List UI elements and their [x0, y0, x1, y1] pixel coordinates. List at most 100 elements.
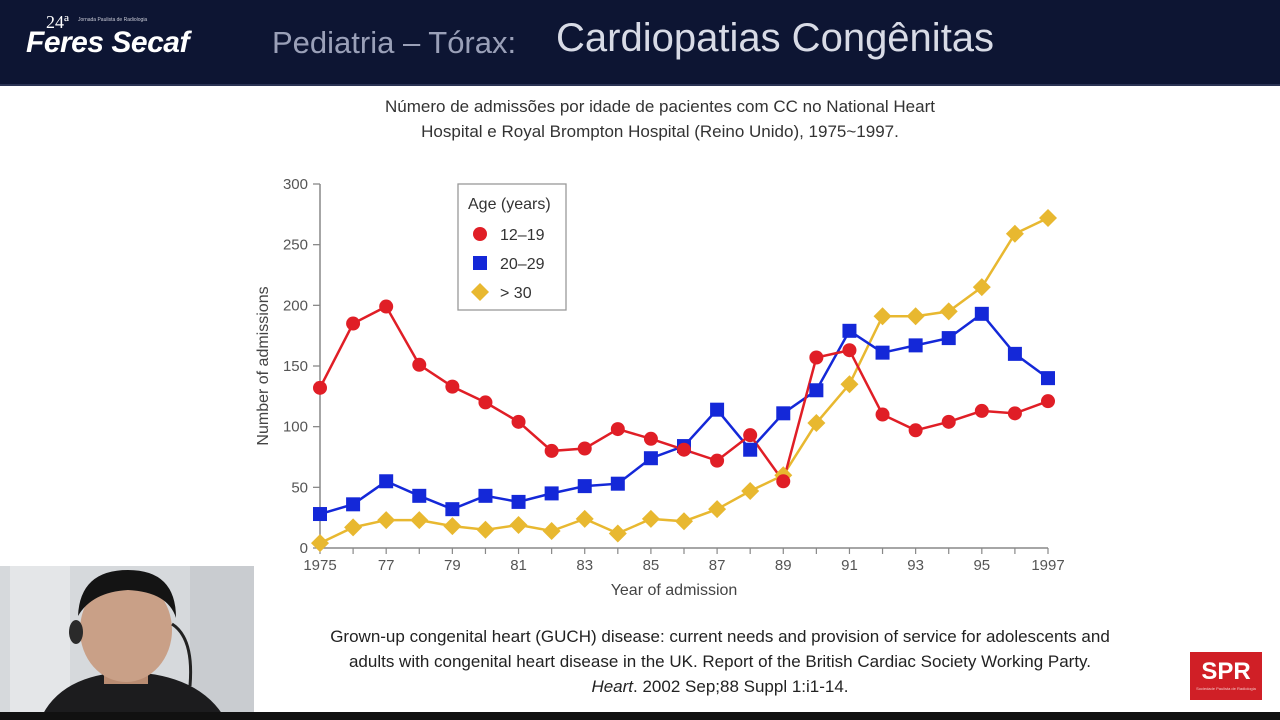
y-axis-title: Number of admissions [255, 286, 272, 445]
data-point [974, 403, 989, 418]
data-point [906, 307, 925, 326]
data-point [377, 511, 396, 530]
data-point [776, 474, 791, 489]
x-tick-label: 1997 [1031, 557, 1064, 574]
bottom-bar [0, 712, 1280, 720]
presenter-webcam [0, 566, 254, 720]
data-point [1041, 371, 1055, 386]
series-line [319, 312, 1049, 516]
data-point [577, 441, 592, 456]
data-point [445, 379, 460, 394]
x-tick-label: 95 [973, 557, 990, 574]
data-point [875, 407, 890, 422]
citation-line-1: Grown-up congenital heart (GUCH) disease… [330, 627, 1110, 646]
data-point [1041, 394, 1055, 409]
data-point [807, 414, 826, 433]
legend-marker [473, 227, 487, 241]
y-tick-label: 100 [283, 419, 308, 436]
admissions-line-chart: 0 50 100 150 200 250 300 1975 77 79 81 83 85 87 89 91 93… [255, 176, 1065, 599]
spr-logo-text: SPR [1201, 658, 1251, 685]
logo-name: Feres Secaf [26, 26, 189, 59]
y-tick-label: 250 [283, 237, 308, 254]
data-point [743, 428, 758, 443]
data-point [313, 507, 327, 522]
x-tick-label: 85 [643, 557, 660, 574]
x-tick-label: 81 [510, 557, 527, 574]
data-point [776, 406, 791, 421]
data-point [311, 534, 329, 553]
y-tick-label: 300 [283, 176, 308, 193]
data-point [410, 511, 429, 530]
data-point [809, 350, 824, 365]
x-tick-label: 79 [444, 557, 461, 574]
chart-caption: Número de admissões por idade de pacient… [300, 94, 1020, 144]
data-point [710, 453, 725, 468]
data-point [675, 512, 693, 531]
logo-subtitle: Jornada Paulista de Radiologia [78, 17, 148, 23]
x-tick-label: 77 [378, 557, 395, 574]
legend-marker [471, 283, 489, 301]
data-point [443, 517, 462, 536]
legend-marker [473, 256, 487, 270]
data-point [379, 474, 394, 489]
data-point [1005, 224, 1024, 243]
data-point [974, 306, 989, 321]
presenter-video-image [0, 566, 254, 720]
legend-box [457, 183, 567, 311]
data-point [908, 338, 923, 353]
data-point [840, 375, 859, 394]
spr-logo: SPR Sociedade Paulista de Radiologia [1190, 652, 1262, 700]
data-point [445, 502, 460, 517]
data-point [842, 343, 857, 358]
y-tick-label: 200 [283, 297, 308, 314]
data-point [544, 443, 559, 458]
logo-edition: 24ª [46, 12, 69, 32]
data-point [743, 442, 758, 457]
data-point [643, 431, 658, 446]
data-point [1007, 346, 1022, 361]
data-point [509, 515, 528, 534]
data-point [908, 423, 923, 438]
data-point [610, 422, 625, 437]
data-point [346, 316, 361, 331]
data-point [1039, 208, 1057, 227]
slide-title: Cardiopatias Congênitas [556, 16, 995, 60]
data-point [741, 481, 760, 500]
legend-label: 20–29 [500, 256, 545, 273]
x-tick-label: 83 [576, 557, 593, 574]
citation-line-3: Heart. 2002 Sep;88 Suppl 1:i1-14. [250, 674, 1190, 699]
data-point [542, 522, 561, 541]
data-point [478, 395, 493, 410]
chart-caption-line-1: Número de admissões por idade de pacient… [385, 97, 935, 116]
y-tick-label: 0 [300, 540, 308, 557]
data-point [972, 278, 991, 297]
spr-logo-subtext: Sociedade Paulista de Radiologia [1196, 686, 1256, 691]
citation-ref: . 2002 Sep;88 Suppl 1:i1-14. [633, 677, 849, 696]
data-point [412, 488, 427, 503]
data-point [873, 307, 892, 326]
legend-label: > 30 [500, 285, 532, 302]
data-point [476, 520, 495, 539]
data-point [544, 486, 559, 501]
x-axis-title: Year of admission [611, 582, 738, 599]
data-point [677, 442, 691, 457]
legend-title: Age (years) [468, 196, 551, 213]
citation: Grown-up congenital heart (GUCH) disease… [250, 624, 1190, 699]
y-tick-label: 50 [291, 479, 308, 496]
data-point [608, 524, 627, 543]
data-point [941, 331, 956, 346]
data-point [941, 414, 956, 429]
data-point [511, 494, 526, 509]
data-point [809, 383, 824, 398]
data-point [478, 488, 493, 503]
title-prefix: Pediatria – Tórax: [272, 25, 517, 60]
data-point [412, 357, 427, 372]
data-point [346, 497, 361, 512]
data-point [643, 451, 658, 466]
data-point [344, 518, 363, 537]
data-point [939, 302, 958, 321]
chart-caption-line-2: Hospital e Royal Brompton Hospital (Rein… [421, 122, 899, 141]
slide-header: 24ª Jornada Paulista de Radiologia Feres… [0, 0, 1280, 84]
data-point [708, 500, 727, 519]
